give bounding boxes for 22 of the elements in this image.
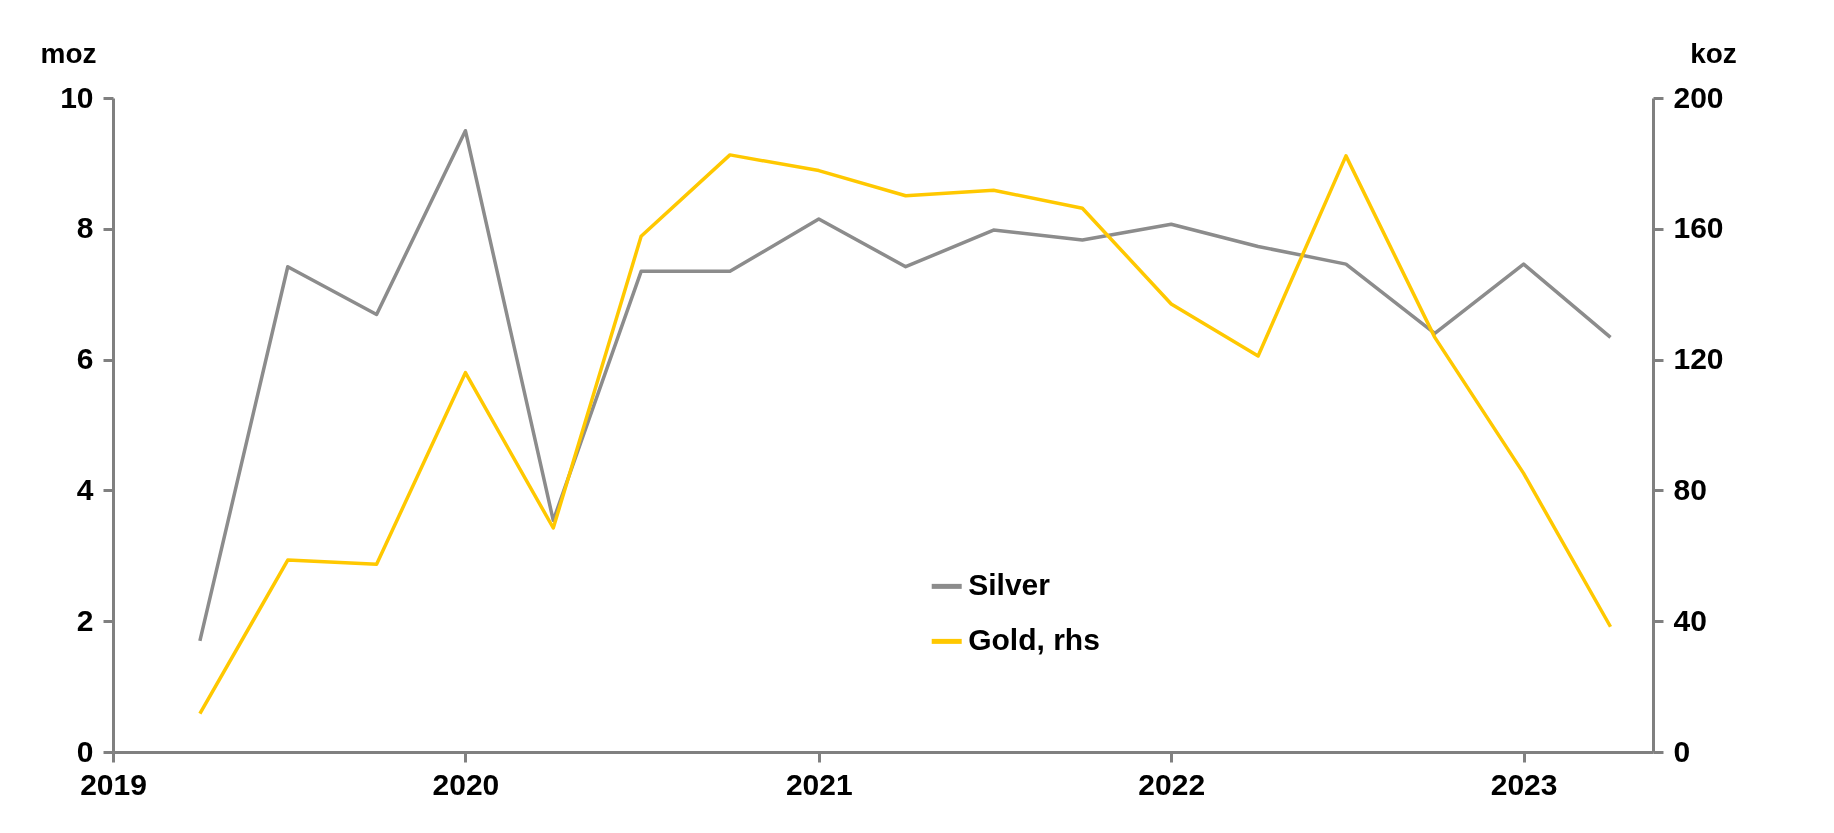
x-tick-label: 2023 xyxy=(1490,767,1558,801)
y2-tick-label: 160 xyxy=(1673,211,1724,245)
y2-tick-label: 120 xyxy=(1673,342,1724,376)
x-tick-label: 2019 xyxy=(80,767,147,801)
y2-tick-label: 0 xyxy=(1673,734,1691,768)
y-axis-title: moz xyxy=(40,37,97,69)
y-tick-label: 8 xyxy=(76,211,94,245)
y-tick-label: 10 xyxy=(60,80,94,114)
y-tick-label: 2 xyxy=(76,603,94,637)
y2-tick-label: 40 xyxy=(1673,603,1707,637)
y-tick-label: 4 xyxy=(76,472,94,506)
x-tick-label: 2022 xyxy=(1138,767,1206,801)
line-series xyxy=(198,153,1613,716)
y-tick-label: 0 xyxy=(76,734,94,768)
legend-label: Gold, rhs xyxy=(968,623,1100,657)
y2-tick-label: 80 xyxy=(1673,472,1707,506)
y-tick-label: 6 xyxy=(76,342,94,376)
y2-axis-title: koz xyxy=(1690,37,1737,69)
x-tick-label: 2020 xyxy=(432,767,500,801)
x-tick-label: 2021 xyxy=(785,767,853,801)
y2-tick-label: 200 xyxy=(1673,80,1724,114)
legend-label: Silver xyxy=(968,568,1051,602)
